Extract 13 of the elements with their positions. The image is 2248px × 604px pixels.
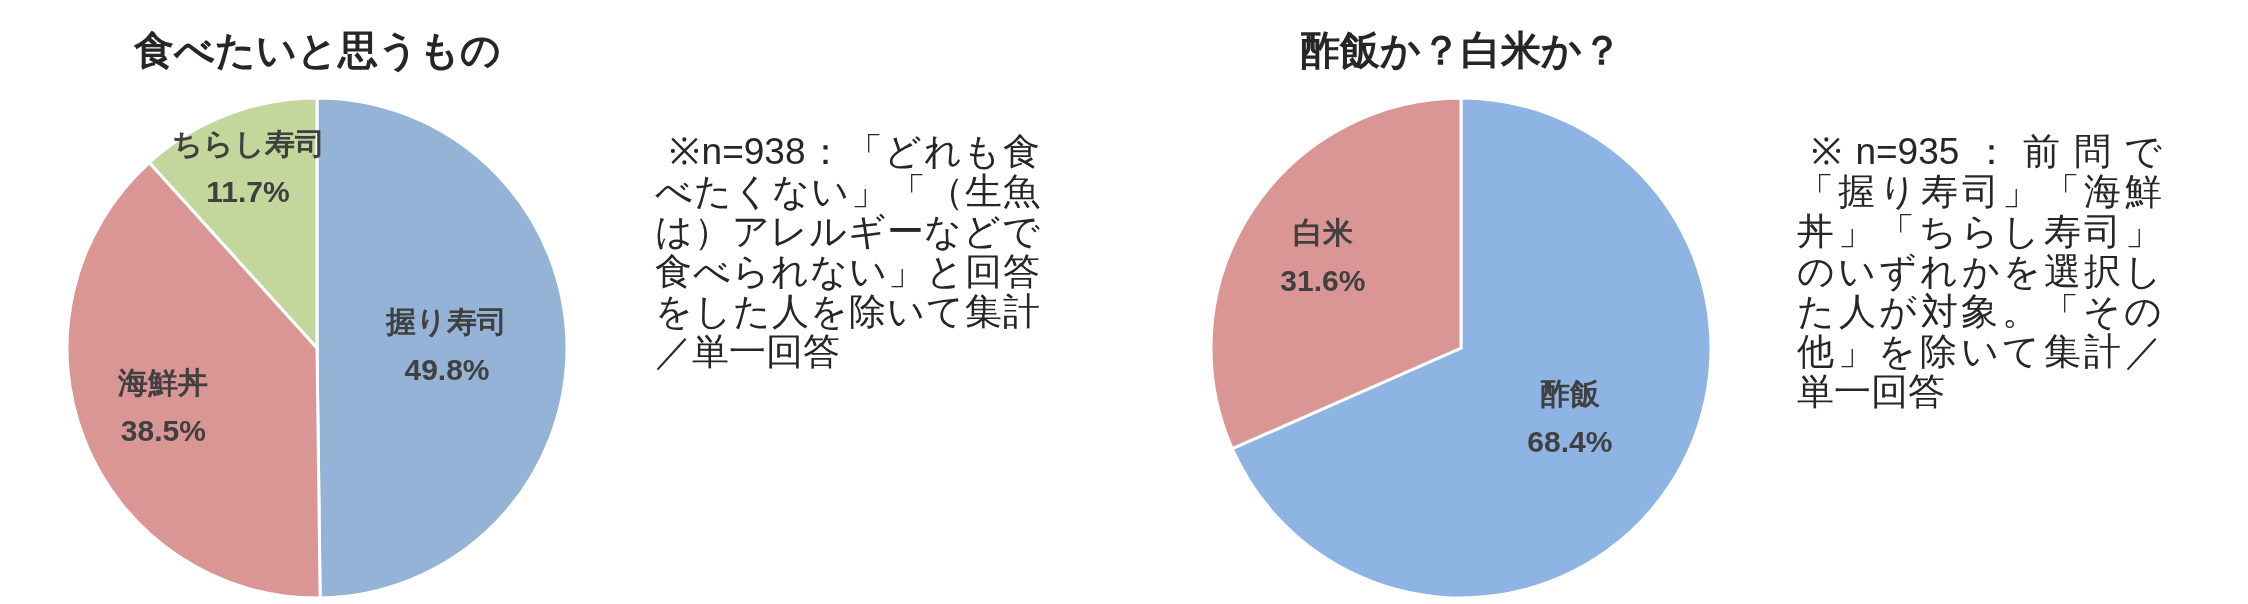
slice-label: 握り寿司 — [385, 305, 508, 339]
text: ※n=938：「どれも食べたくない」「（生魚は）アレルギーなどで食べられない」と回答をした人を除いて集計／単一回答 — [655, 131, 1040, 372]
data-label: 68.4% — [1527, 425, 1613, 459]
data-label: 38.5% — [120, 414, 206, 448]
data-label: 31.6% — [1280, 263, 1366, 297]
slice-label: 白米 — [1292, 215, 1353, 249]
text: ※n=935：前問で「握り寿司」「海鮮丼」「ちらし寿司」のいずれかを選択した人が対象。「その他」を除いて集計／単一回答 — [1797, 131, 2162, 412]
data-label: 11.7% — [206, 174, 290, 208]
slice-label: 海鮮丼 — [117, 366, 209, 400]
data-label: 49.8% — [404, 353, 490, 387]
chart-title: 食べたいと思うもの — [132, 28, 501, 73]
slice-label: 酢飯 — [1539, 377, 1601, 411]
chart-title: 酢飯か？白米か？ — [1300, 28, 1622, 72]
